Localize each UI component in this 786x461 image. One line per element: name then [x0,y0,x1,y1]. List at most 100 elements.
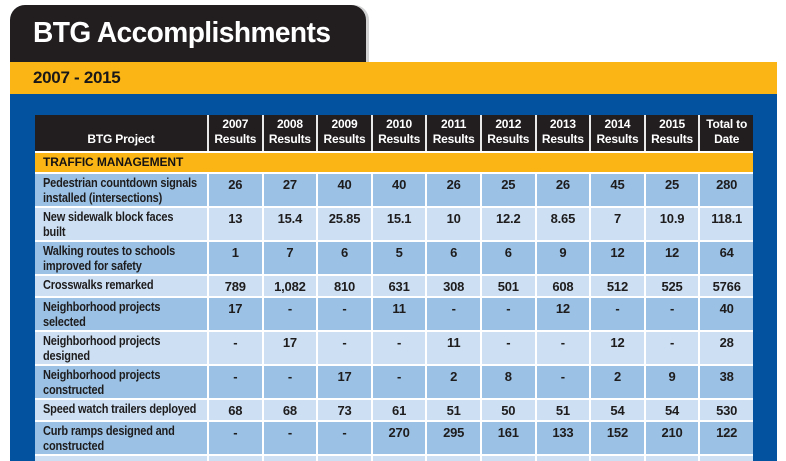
project-cell: Neighborhood projects selected [35,296,207,330]
column-header-2012: 2012 Results [479,115,535,151]
value-cell: - [261,364,317,398]
year-label: 2007 [222,117,249,131]
value-cell [316,454,371,461]
project-cell: Walking routes to schools improved for sa… [35,240,207,274]
value-cell: 26 [425,172,480,206]
value-cell: - [261,296,317,330]
total-cell: 122 [698,420,753,454]
project-cell: Speed watch trailers deployed [35,398,207,420]
project-label: Pedestrian countdown signals [43,176,197,190]
column-header-2014: 2014 Results [589,115,644,151]
value-cell: 12.2 [479,206,535,240]
value-cell: 12 [534,296,590,330]
title-banner: BTG Accomplishments [10,5,366,62]
project-label: Crosswalks remarked [43,278,154,292]
project-label: built [43,225,66,239]
table-row-speed-watch-trailers: Speed watch trailers deployed 68 68 73 6… [35,398,753,420]
value-cell: 17 [207,296,262,330]
value-cell: 12 [643,240,699,274]
value-cell: 17 [316,364,371,398]
value-cell [589,454,644,461]
column-header-total: Total to Date [698,115,753,151]
value-cell: - [316,330,371,364]
results-label: Results [596,132,639,146]
value-cell: 308 [425,274,480,296]
value-cell: 15.4 [261,206,317,240]
value-cell: 8.65 [534,206,590,240]
year-label: 2010 [386,117,413,131]
value-cell: 525 [643,274,699,296]
value-cell [643,454,699,461]
table-row-projects-selected: Neighborhood projects selected 17 - - 11 … [35,296,753,330]
value-cell: 210 [643,420,699,454]
value-cell: 161 [479,420,535,454]
value-cell: 12 [589,330,644,364]
value-cell: - [479,296,535,330]
table-row-partial-cutoff [35,454,753,461]
table-panel: BTG Project 2007 Results 2008 Results 2009… [10,94,777,461]
column-header-2007: 2007 Results [207,115,262,151]
project-cell [35,454,207,461]
value-cell: 11 [425,330,480,364]
value-cell: 2 [425,364,480,398]
value-cell: - [534,330,590,364]
project-label: Neighborhood projects [43,368,161,382]
value-cell: 25 [643,172,699,206]
total-cell: 118.1 [698,206,753,240]
column-header-2010: 2010 Results [370,115,426,151]
value-cell: 51 [425,398,480,420]
value-cell: 152 [589,420,644,454]
section-header-row: TRAFFIC MANAGEMENT [35,151,753,172]
table-row-curb-ramps: Curb ramps designed and constructed - - -… [35,420,753,454]
subtitle-bar: 2007 - 2015 [10,62,777,94]
total-cell: 5766 [698,274,753,296]
project-label: installed (intersections) [43,191,163,205]
total-cell: 280 [698,172,753,206]
year-label: 2014 [604,117,631,131]
project-label: designed [43,349,90,363]
project-label: constructed [43,439,105,453]
value-cell: 15.1 [370,206,426,240]
column-header-2013: 2013 Results [534,115,590,151]
year-label: 2013 [549,117,576,131]
results-label: Results [323,132,366,146]
project-cell: Pedestrian countdown signals installed (i… [35,172,207,206]
value-cell: 5 [370,240,426,274]
project-cell: Curb ramps designed and constructed [35,420,207,454]
project-label: selected [43,315,86,329]
column-header-2009: 2009 Results [316,115,371,151]
total-cell: 28 [698,330,753,364]
accomplishments-table: BTG Project 2007 Results 2008 Results 2009… [35,115,753,461]
value-cell: 11 [370,296,426,330]
value-cell: 133 [534,420,590,454]
value-cell: 295 [425,420,480,454]
value-cell: - [425,296,480,330]
value-cell: 25.85 [316,206,371,240]
value-cell: 25 [479,172,535,206]
value-cell: - [207,330,262,364]
column-header-2011: 2011 Results [425,115,480,151]
total-cell: 40 [698,296,753,330]
total-label: Date [714,132,740,146]
total-cell: 64 [698,240,753,274]
value-cell: 50 [479,398,535,420]
value-cell: 51 [534,398,590,420]
project-cell: New sidewalk block faces built [35,206,207,240]
value-cell: - [316,296,371,330]
value-cell: - [207,420,262,454]
year-label: 2009 [331,117,358,131]
table-row-pedestrian-signals: Pedestrian countdown signals installed (i… [35,172,753,206]
value-cell [479,454,535,461]
value-cell: 10 [425,206,480,240]
year-label: 2011 [441,117,467,131]
value-cell: 40 [316,172,371,206]
results-label: Results [268,132,311,146]
project-label: constructed [43,383,105,397]
value-cell: 68 [207,398,262,420]
project-label: Neighborhood projects [43,334,161,348]
value-cell: 608 [534,274,590,296]
results-label: Results [487,132,530,146]
value-cell: 26 [207,172,262,206]
project-column-header: BTG Project [35,115,207,151]
page-title: BTG Accomplishments [33,17,331,49]
